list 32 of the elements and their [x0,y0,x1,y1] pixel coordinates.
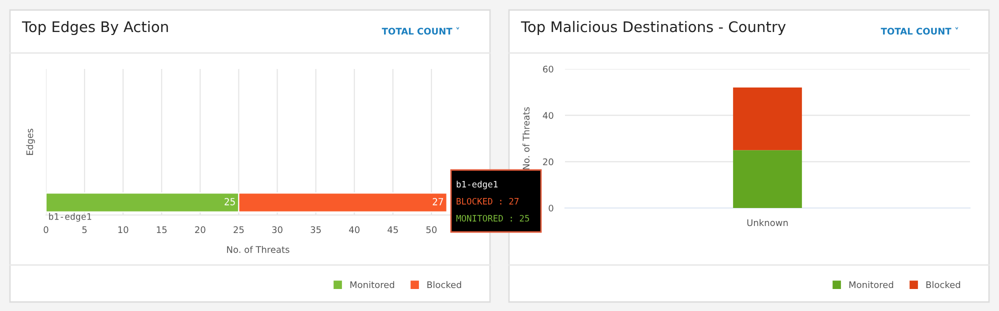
y-tick-label: 40 [542,112,554,119]
x-tick-label: 45 [388,226,398,234]
legend-label: Blocked [926,281,960,288]
x-tick-label: 40 [349,226,360,234]
x-tick-label: 20 [195,226,206,234]
x-tick-label: Unknown [747,219,788,226]
legend-label: Monitored [849,281,894,288]
annotation: b1-edge1 [456,180,498,190]
data-label: 25 [224,198,235,206]
legend-label: Blocked [427,281,462,288]
chart-title: Top Malicious Destinations - Country [520,20,786,36]
data-label: 27 [432,198,444,206]
x-tick-label: 50 [426,226,437,234]
x-tick-label: 5 [82,226,87,234]
x-tick-label: 15 [156,226,167,234]
x-axis-title: No. of Threats [227,246,290,253]
text: TOTAL COUNT ˅ [880,27,958,35]
x-tick-label: 10 [118,226,128,234]
y-tick-label: 0 [548,204,554,212]
x-tick-label: 35 [310,226,321,234]
y-axis-title: Edges [26,128,35,155]
y-tick-label: 20 [543,158,554,166]
x-tick-label: 0 [44,226,48,234]
text: TOTAL COUNT ˅ [382,27,460,35]
annotation: BLOCKED : 27 [456,198,519,205]
annotation: MONITORED : 25 [456,214,530,222]
chart-title: Top Edges By Action [22,20,168,36]
y-axis-title: No. of Threats [522,107,530,170]
legend-label: Monitored [350,281,394,288]
y-tick-label: 60 [543,66,554,73]
x-tick-label: 25 [234,226,244,234]
x-tick-label: 30 [272,226,282,234]
